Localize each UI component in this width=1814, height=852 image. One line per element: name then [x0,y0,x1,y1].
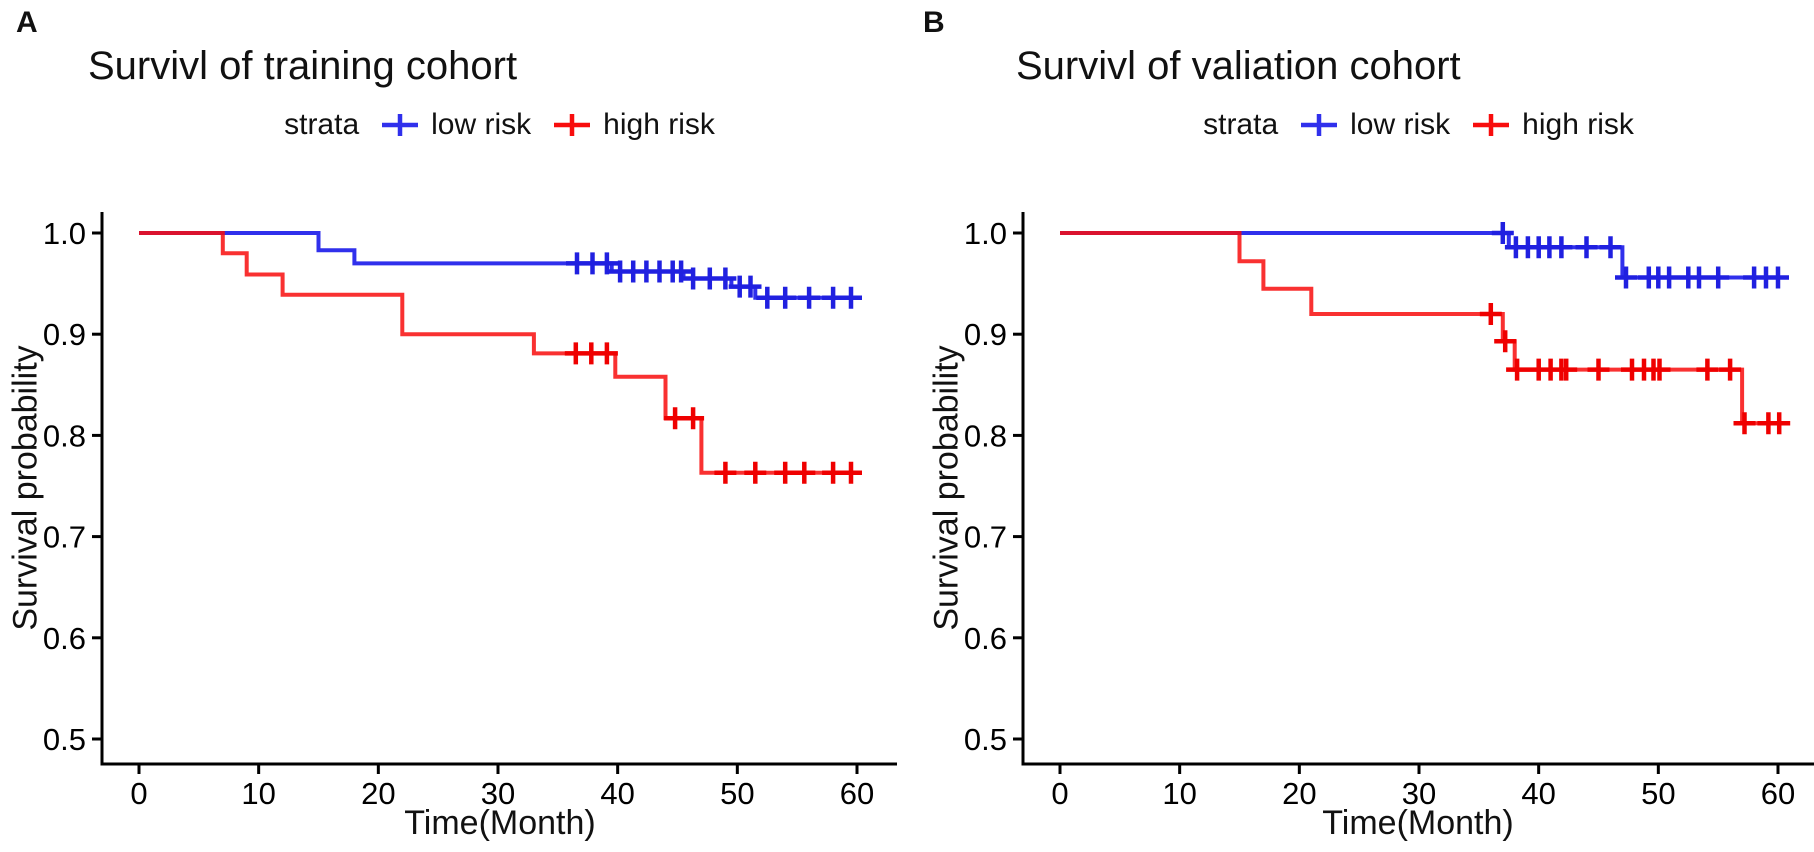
high-risk-censor-marks [564,342,862,484]
y-tick-label: 0.6 [964,621,1007,656]
x-tick-label: 0 [1051,776,1068,811]
x-tick-label: 30 [1402,776,1436,811]
x-tick-label: 40 [600,776,634,811]
legend-title: strata [1203,108,1279,141]
y-tick-label: 0.7 [964,520,1007,555]
y-tick-label: 0.7 [43,520,86,555]
x-tick-label: 60 [840,776,874,811]
x-tick-label: 10 [241,776,275,811]
low-risk-censor-marks [1491,222,1789,289]
panel-a-y-axis-title: Survival probability [6,345,45,631]
high-risk-key-icon [1473,114,1510,136]
legend-label: high risk [603,108,715,141]
panel-a-title: Survivl of training cohort [88,44,518,88]
panel-b-legend: strata low risk high risk [1023,103,1814,147]
legend-entry-low-risk: low risk [379,108,531,142]
panel-a-legend: strata low risk high risk [102,103,897,147]
x-tick-label: 20 [361,776,395,811]
x-tick-label: 20 [1282,776,1316,811]
x-tick-label: 60 [1761,776,1795,811]
y-tick-label: 0.9 [43,317,86,352]
panel-b-title: Survivl of valiation cohort [1016,44,1461,88]
high-risk-censor-marks [1479,303,1791,435]
high-risk-key-icon [554,114,591,136]
y-tick-label: 0.5 [964,722,1007,757]
low-risk-key-icon [382,114,419,136]
y-tick-label: 0.6 [43,621,86,656]
high-risk-curve [139,231,861,475]
high-risk-curve [1060,231,1784,426]
legend-entry-high-risk: high risk [1470,108,1634,142]
legend-label: high risk [1522,108,1634,141]
panel-b-letter: B [923,6,945,39]
panel-a-letter: A [16,6,38,39]
y-tick-label: 0.8 [43,418,86,453]
legend-label: low risk [1350,108,1451,141]
legend-entry-high-risk: high risk [551,108,715,142]
x-tick-label: 50 [720,776,754,811]
x-tick-label: 0 [130,776,147,811]
y-tick-label: 1.0 [964,216,1007,251]
legend-title: strata [284,108,360,141]
panel-a-axes [100,212,897,766]
x-tick-label: 50 [1641,776,1675,811]
x-tick-label: 40 [1521,776,1555,811]
y-tick-label: 1.0 [43,216,86,251]
legend-entry-low-risk: low risk [1298,108,1450,142]
y-tick-label: 0.9 [964,317,1007,352]
y-tick-label: 0.5 [43,722,86,757]
legend-label: low risk [431,108,532,141]
panel-a-x-axis-title: Time(Month) [404,804,596,842]
panel-b-y-axis-title: Survival probability [927,345,966,631]
x-tick-label: 30 [481,776,515,811]
low-risk-censor-marks [566,252,862,309]
panel-b-axes [1021,212,1814,766]
x-tick-label: 10 [1162,776,1196,811]
y-tick-label: 0.8 [964,418,1007,453]
panel-b-x-axis-title: Time(Month) [1322,804,1514,842]
low-risk-key-icon [1301,114,1338,136]
